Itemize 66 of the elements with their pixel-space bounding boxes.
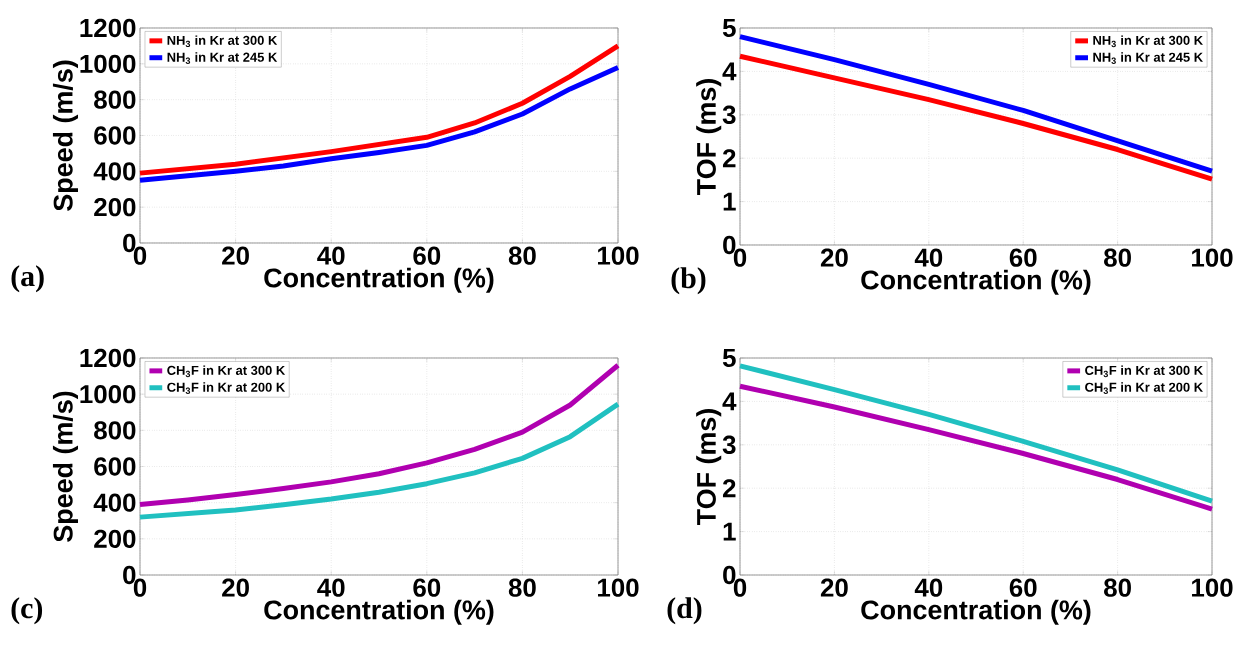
x-tick-label: 100 xyxy=(598,246,639,265)
x-axis-title: Concentration (%) xyxy=(264,267,494,293)
x-tick-label: 40 xyxy=(317,246,345,265)
line-series xyxy=(737,383,1215,512)
y-tick-label: 5 xyxy=(722,348,736,368)
y-tick-label: 5 xyxy=(722,18,736,38)
y-tick-label: 600 xyxy=(94,457,136,476)
y-tick-label: 800 xyxy=(94,421,136,440)
y-tick-label: 2 xyxy=(722,479,736,498)
line-series xyxy=(137,362,621,507)
x-tick-label: 60 xyxy=(413,246,441,265)
x-tick-label: 80 xyxy=(508,246,536,265)
text: (a) xyxy=(11,265,44,293)
x-tick-label: 80 xyxy=(1104,578,1131,597)
legend-label: CH$_{3}$F in Kr at 300 K xyxy=(1085,365,1203,378)
text: (b) xyxy=(671,267,706,295)
x-tick-label: 100 xyxy=(1192,248,1233,267)
x-tick-label: 20 xyxy=(820,578,848,597)
text: (d) xyxy=(667,597,702,625)
line-series xyxy=(737,363,1215,504)
y-axis-title: TOF (ms) xyxy=(696,409,722,525)
y-axis-title: Speed (m/s) xyxy=(52,391,79,542)
y-tick-label: 2 xyxy=(722,149,736,168)
x-tick-label: 20 xyxy=(222,246,249,265)
y-tick-label: 800 xyxy=(94,90,136,109)
x-tick-label: 80 xyxy=(508,578,536,597)
line-series xyxy=(137,64,621,183)
legend-label: NH$_{3}$ in Kr at 245 K xyxy=(167,52,278,64)
x-tick-label: 40 xyxy=(914,578,943,597)
x-tick-label: 100 xyxy=(1192,578,1233,597)
y-tick-label: 1 xyxy=(723,522,736,541)
x-tick-label: 20 xyxy=(820,248,848,267)
y-tick-label: 1200 xyxy=(80,18,136,38)
x-tick-label: 60 xyxy=(1009,248,1037,267)
legend-label: CH$_{3}$F in Kr at 200 K xyxy=(167,382,286,395)
y-tick-label: 400 xyxy=(93,493,136,512)
y-tick-label: 400 xyxy=(93,162,136,181)
x-tick-label: 40 xyxy=(317,578,345,597)
y-tick-label: 1200 xyxy=(80,348,136,368)
y-tick-label: 1000 xyxy=(80,54,136,73)
y-tick-label: 1000 xyxy=(80,384,136,404)
y-tick-label: 4 xyxy=(722,392,737,411)
x-tick-label: 20 xyxy=(222,578,249,597)
y-tick-label: 1 xyxy=(723,192,736,211)
x-tick-label: 100 xyxy=(598,578,639,597)
x-tick-label: 80 xyxy=(1104,248,1131,267)
legend-label: NH$_{3}$ in Kr at 300 K xyxy=(1093,35,1203,48)
x-axis-title: Concentration (%) xyxy=(861,269,1091,295)
legend-label: NH$_{3}$ in Kr at 245 K xyxy=(1093,52,1203,65)
y-axis-title: Speed (m/s) xyxy=(52,60,79,211)
y-tick-label: 4 xyxy=(722,62,737,81)
legend-label: NH$_{3}$ in Kr at 300 K xyxy=(167,35,278,48)
x-axis-title: Concentration (%) xyxy=(264,599,494,625)
y-tick-label: 600 xyxy=(94,126,136,145)
y-tick-label: 200 xyxy=(94,197,136,217)
legend-label: CH$_{3}$F in Kr at 300 K xyxy=(167,365,286,378)
x-tick-label: 40 xyxy=(914,248,943,267)
y-tick-label: 200 xyxy=(94,529,136,548)
y-tick-label: 3 xyxy=(722,435,736,454)
x-axis-title: Concentration (%) xyxy=(861,599,1091,625)
y-tick-label: 3 xyxy=(722,105,736,124)
x-tick-label: 60 xyxy=(413,578,441,597)
x-tick-label: 60 xyxy=(1009,578,1037,597)
legend-label: CH$_{3}$F in Kr at 200 K xyxy=(1085,382,1203,395)
text: (c) xyxy=(11,597,43,625)
y-axis-title: TOF (ms) xyxy=(696,79,722,195)
